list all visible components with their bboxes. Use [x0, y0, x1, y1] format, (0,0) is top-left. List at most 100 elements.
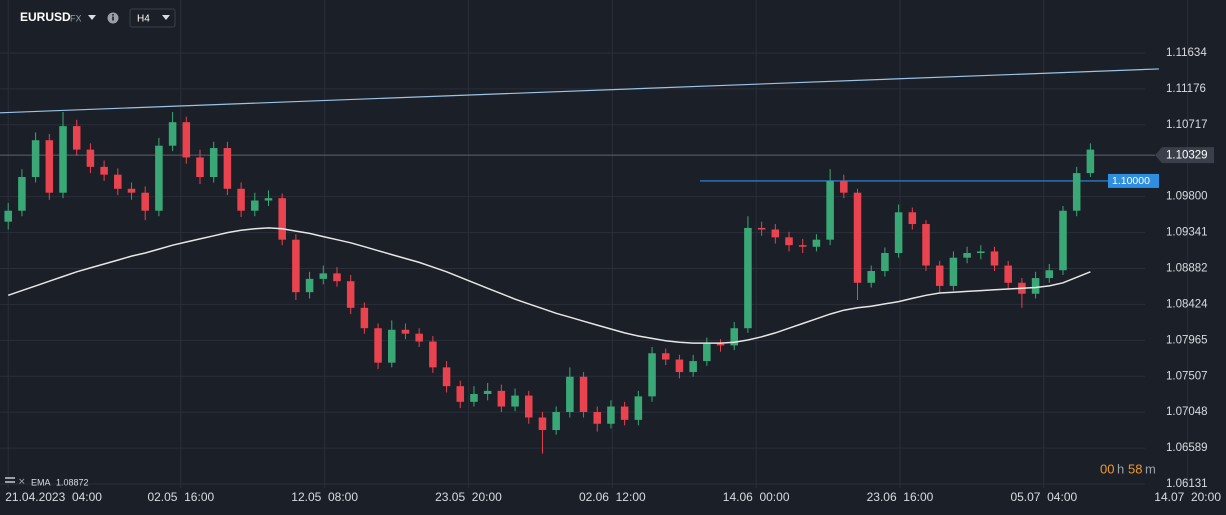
indicator-name: EMA — [31, 477, 51, 487]
candle-body — [990, 251, 999, 266]
y-tick-label: 1.11634 — [1166, 47, 1207, 59]
x-tick-label: 23.05 20:00 — [435, 490, 502, 504]
candle-body — [237, 188, 245, 211]
candle-body — [511, 395, 519, 407]
candle-body — [798, 245, 807, 247]
x-tick-label: 02.05 16:00 — [147, 490, 214, 504]
candle-body — [949, 257, 958, 286]
candle-body — [840, 180, 848, 193]
candle-body — [59, 126, 67, 193]
candle-body — [45, 140, 54, 193]
candle-body — [593, 412, 602, 424]
candle-body — [1031, 278, 1040, 294]
timeframe: H4 — [137, 14, 150, 25]
candle-body — [483, 390, 492, 395]
y-tick-label: 1.06131 — [1166, 478, 1208, 490]
candle-body — [209, 148, 218, 178]
candle-body — [100, 166, 108, 175]
timer-m: m — [1145, 461, 1156, 476]
y-tick-label: 1.06589 — [1166, 442, 1208, 454]
y-tick-label: 1.07048 — [1166, 406, 1208, 418]
trend-line — [0, 68, 1159, 114]
y-tick-label: 1.07965 — [1166, 334, 1208, 346]
timeframe-dropdown[interactable] — [162, 15, 170, 20]
x-tick-label: 14.07 20:00 — [1154, 490, 1221, 504]
candle-body — [86, 149, 95, 167]
level-label: 1.10000 — [1112, 175, 1150, 187]
candle-body — [305, 278, 314, 293]
candle-body — [429, 341, 437, 368]
candle-body — [935, 265, 944, 286]
candle-body — [894, 212, 903, 254]
header: EURUSD FX H4 — [20, 8, 176, 28]
candle-body — [579, 376, 588, 413]
candle-body — [853, 192, 862, 283]
candle-body — [675, 359, 684, 373]
y-tick-label: 1.08424 — [1166, 298, 1208, 310]
candle-body — [552, 412, 560, 431]
candle-body — [1072, 173, 1081, 211]
candle-body — [771, 229, 780, 238]
info-icon-bar — [112, 16, 114, 21]
x-tick-label: 12.05 08:00 — [291, 490, 358, 504]
candle-body — [401, 329, 410, 334]
candle-body — [251, 200, 259, 211]
indicator-legend: ✕ EMA 1.08872 — [5, 476, 89, 487]
y-tick-label: 1.11176 — [1166, 83, 1206, 95]
candle-body — [4, 210, 12, 222]
y-tick-label: 1.08882 — [1166, 263, 1208, 275]
candle-body — [31, 140, 40, 178]
candle-body — [538, 417, 547, 431]
candle-body — [264, 198, 273, 201]
candle-body — [867, 271, 875, 283]
candle-body — [442, 367, 451, 387]
candle-body — [785, 237, 793, 246]
plot — [0, 68, 1159, 454]
candle-body — [1045, 270, 1054, 279]
candle-body — [18, 177, 26, 211]
symbol-dropdown[interactable] — [88, 15, 96, 20]
candle-body — [922, 224, 930, 266]
candle-body — [881, 253, 889, 272]
candle-body — [114, 174, 122, 189]
timer: 00 h 58 m — [1100, 461, 1156, 476]
candle-body — [497, 390, 506, 407]
candle-body — [689, 361, 697, 373]
indicator-close[interactable]: ✕ — [18, 476, 26, 486]
y-tick-label: 1.10717 — [1166, 119, 1208, 131]
x-tick-label: 23.06 16:00 — [867, 490, 934, 504]
symbol[interactable]: EURUSD — [20, 10, 71, 24]
candle-body — [141, 192, 149, 211]
x-tick-label: 05.07 04:00 — [1010, 490, 1077, 504]
level-label-box — [1108, 173, 1159, 188]
candle-body — [127, 188, 136, 193]
axis: 1.11634 1.11176 1.10717 1.09800 1.09341 1.088… — [5, 47, 1221, 504]
candle-body — [963, 253, 971, 258]
candle-body — [524, 395, 533, 418]
candle-body — [716, 343, 725, 346]
candle-body — [757, 227, 766, 230]
timer-h: h — [1117, 461, 1124, 476]
candle-body — [278, 198, 286, 240]
x-tick-label: 21.04.2023 04:00 — [5, 490, 102, 504]
candle-body — [72, 126, 81, 150]
candle-body — [620, 406, 629, 420]
candle-body — [374, 328, 382, 363]
candle-body — [360, 307, 369, 329]
candle-body — [346, 281, 355, 308]
candle-body — [292, 239, 300, 293]
candle-body — [155, 145, 163, 211]
candle-body — [168, 122, 177, 146]
candle-body — [908, 212, 917, 225]
candle-body — [607, 406, 615, 424]
candle-body — [826, 180, 834, 240]
y-tick-label: 1.09800 — [1166, 191, 1208, 203]
timeframe-box[interactable] — [129, 8, 176, 28]
indicator-icon[interactable] — [5, 477, 15, 479]
candle-body — [634, 396, 643, 420]
candle-body — [744, 227, 752, 329]
candle-body — [182, 122, 191, 158]
candle-body — [319, 273, 328, 279]
